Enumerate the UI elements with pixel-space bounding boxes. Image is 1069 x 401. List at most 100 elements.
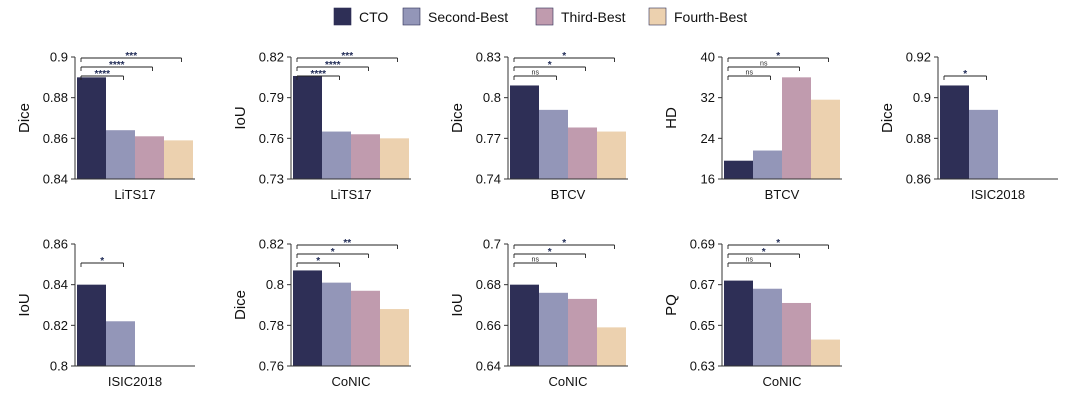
bar-second-best: [753, 150, 782, 179]
chart-panel-6: 0.8 0.82 0.84 0.86 IoU ISIC2018 *: [16, 237, 195, 389]
bar-cto: [510, 284, 539, 366]
significance-bracket: ****: [296, 60, 369, 71]
y-tick-label: 0.64: [476, 359, 501, 374]
significance-bracket: *: [80, 256, 124, 267]
y-tick-label: 0.86: [906, 172, 931, 187]
y-tick-label: 0.83: [476, 50, 501, 65]
y-tick-label: 0.84: [43, 172, 68, 187]
bar-second-best: [539, 292, 568, 366]
bar-fourth-best: [380, 138, 409, 179]
chart-panel-3: 0.74 0.77 0.8 0.83 Dice BTCV ns * *: [449, 50, 628, 202]
significance-label: **: [343, 238, 351, 249]
y-tick-label: 0.73: [259, 172, 284, 187]
y-axis-label: IoU: [232, 106, 249, 129]
y-tick-label: 0.8: [266, 277, 284, 292]
significance-bracket: *: [943, 69, 987, 80]
significance-bracket: *: [513, 60, 586, 71]
x-axis-label: CoNIC: [762, 374, 801, 389]
significance-bracket: ns: [513, 257, 557, 267]
bar-second-best: [322, 131, 351, 179]
y-axis-label: Dice: [879, 103, 896, 133]
significance-label: *: [331, 247, 335, 258]
bar-second-best: [106, 321, 135, 366]
bar-second-best: [539, 109, 568, 179]
significance-label: ***: [125, 51, 137, 62]
y-tick-label: 0.69: [690, 237, 715, 252]
significance-bracket: ***: [296, 51, 398, 62]
bar-second-best: [322, 282, 351, 366]
bar-cto: [724, 160, 753, 179]
bar-fourth-best: [597, 131, 626, 179]
significance-label: ****: [94, 69, 110, 80]
bar-third-best: [568, 298, 597, 366]
y-tick-label: 0.63: [690, 359, 715, 374]
bar-third-best: [568, 127, 597, 179]
y-axis-label: Dice: [449, 103, 466, 133]
bar-fourth-best: [597, 327, 626, 366]
x-axis-label: CoNIC: [548, 374, 587, 389]
significance-label: ns: [532, 257, 540, 264]
y-tick-label: 0.9: [913, 90, 931, 105]
y-tick-label: 0.68: [476, 277, 501, 292]
y-tick-label: 0.86: [43, 131, 68, 146]
y-tick-label: 0.76: [259, 131, 284, 146]
y-axis-label: Dice: [16, 103, 33, 133]
y-tick-label: 0.88: [43, 90, 68, 105]
bar-third-best: [782, 77, 811, 179]
y-tick-label: 40: [701, 50, 715, 65]
y-tick-label: 0.67: [690, 277, 715, 292]
y-axis-label: HD: [663, 107, 680, 129]
significance-label: ns: [746, 257, 754, 264]
significance-bracket: *: [727, 51, 829, 62]
significance-label: *: [776, 238, 780, 249]
significance-bracket: ns: [727, 61, 800, 71]
y-axis-label: Dice: [232, 290, 249, 320]
significance-label: *: [762, 247, 766, 258]
y-tick-label: 0.66: [476, 318, 501, 333]
significance-bracket: **: [296, 238, 398, 249]
chart-panel-5: 0.86 0.88 0.9 0.92 Dice ISIC2018 *: [879, 50, 1058, 202]
y-tick-label: 0.76: [259, 359, 284, 374]
legend-item-second-best: Second-Best: [402, 7, 508, 26]
bar-cto: [77, 77, 106, 179]
significance-label: ns: [760, 61, 768, 68]
significance-label: ***: [341, 51, 353, 62]
bar-fourth-best: [811, 339, 840, 366]
significance-bracket: *: [513, 238, 615, 249]
y-axis-label: PQ: [663, 294, 680, 316]
bar-third-best: [351, 134, 380, 179]
y-tick-label: 0.77: [476, 131, 501, 146]
legend-label: Fourth-Best: [674, 9, 747, 25]
y-tick-label: 0.79: [259, 90, 284, 105]
significance-label: ****: [109, 60, 125, 71]
y-axis-label: IoU: [16, 293, 33, 316]
y-tick-label: 16: [701, 172, 715, 187]
y-tick-label: 32: [701, 90, 715, 105]
significance-bracket: *: [296, 247, 369, 258]
y-tick-label: 0.78: [259, 318, 284, 333]
bar-fourth-best: [380, 309, 409, 366]
significance-bracket: *: [296, 256, 340, 267]
bar-cto: [510, 85, 539, 179]
y-tick-label: 0.65: [690, 318, 715, 333]
y-tick-label: 0.9: [50, 50, 68, 65]
legend-label: Third-Best: [561, 9, 626, 25]
y-tick-label: 0.8: [483, 90, 501, 105]
bar-fourth-best: [164, 140, 193, 179]
legend-label: Second-Best: [428, 9, 508, 25]
legend-swatch: [402, 7, 421, 26]
significance-bracket: *: [513, 51, 615, 62]
bar-cto: [293, 75, 322, 179]
bar-second-best: [753, 288, 782, 366]
significance-bracket: *: [727, 238, 829, 249]
y-tick-label: 0.88: [906, 131, 931, 146]
x-axis-label: LiTS17: [330, 187, 371, 202]
chart-panel-9: 0.63 0.65 0.67 0.69 PQ CoNIC ns * *: [663, 237, 842, 389]
y-axis-label: IoU: [449, 293, 466, 316]
legend: CTO Second-Best Third-Best Fourth-Best: [333, 7, 747, 26]
legend-swatch: [333, 7, 352, 26]
significance-bracket: ****: [80, 60, 153, 71]
